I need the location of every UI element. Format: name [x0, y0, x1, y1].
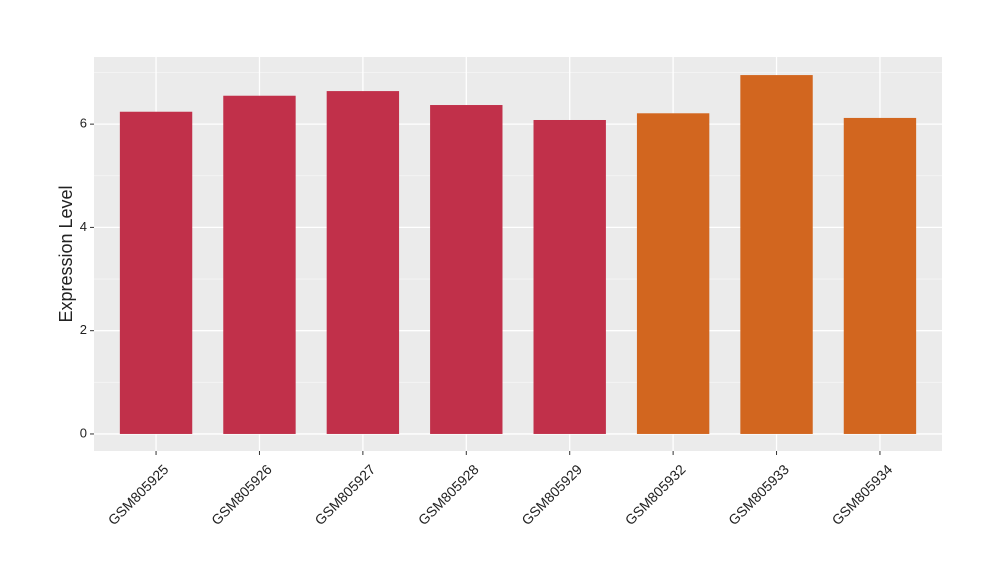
x-tick-label: GSM805934: [829, 461, 896, 528]
y-tick-label: 4: [80, 219, 87, 234]
x-tick-label: GSM805929: [518, 461, 585, 528]
panel: [94, 57, 942, 451]
bar: [326, 91, 400, 434]
y-axis-title: Expression Level: [56, 185, 76, 322]
bar: [430, 105, 503, 434]
bar: [843, 117, 917, 434]
bar: [740, 75, 813, 434]
bar: [636, 113, 710, 434]
y-tick-label: 2: [80, 322, 87, 337]
x-tick-label: GSM805925: [105, 461, 172, 528]
x-tick-label: GSM805928: [415, 461, 482, 528]
x-tick-label: GSM805926: [208, 461, 275, 528]
x-tick-label: GSM805933: [725, 461, 792, 528]
y-tick-label: 6: [80, 116, 87, 131]
x-tick-label: GSM805932: [622, 461, 689, 528]
x-tick-label: GSM805927: [311, 461, 378, 528]
bar: [533, 119, 606, 434]
y-tick-label: 0: [80, 425, 87, 440]
bar: [119, 111, 193, 434]
bar: [223, 95, 296, 434]
